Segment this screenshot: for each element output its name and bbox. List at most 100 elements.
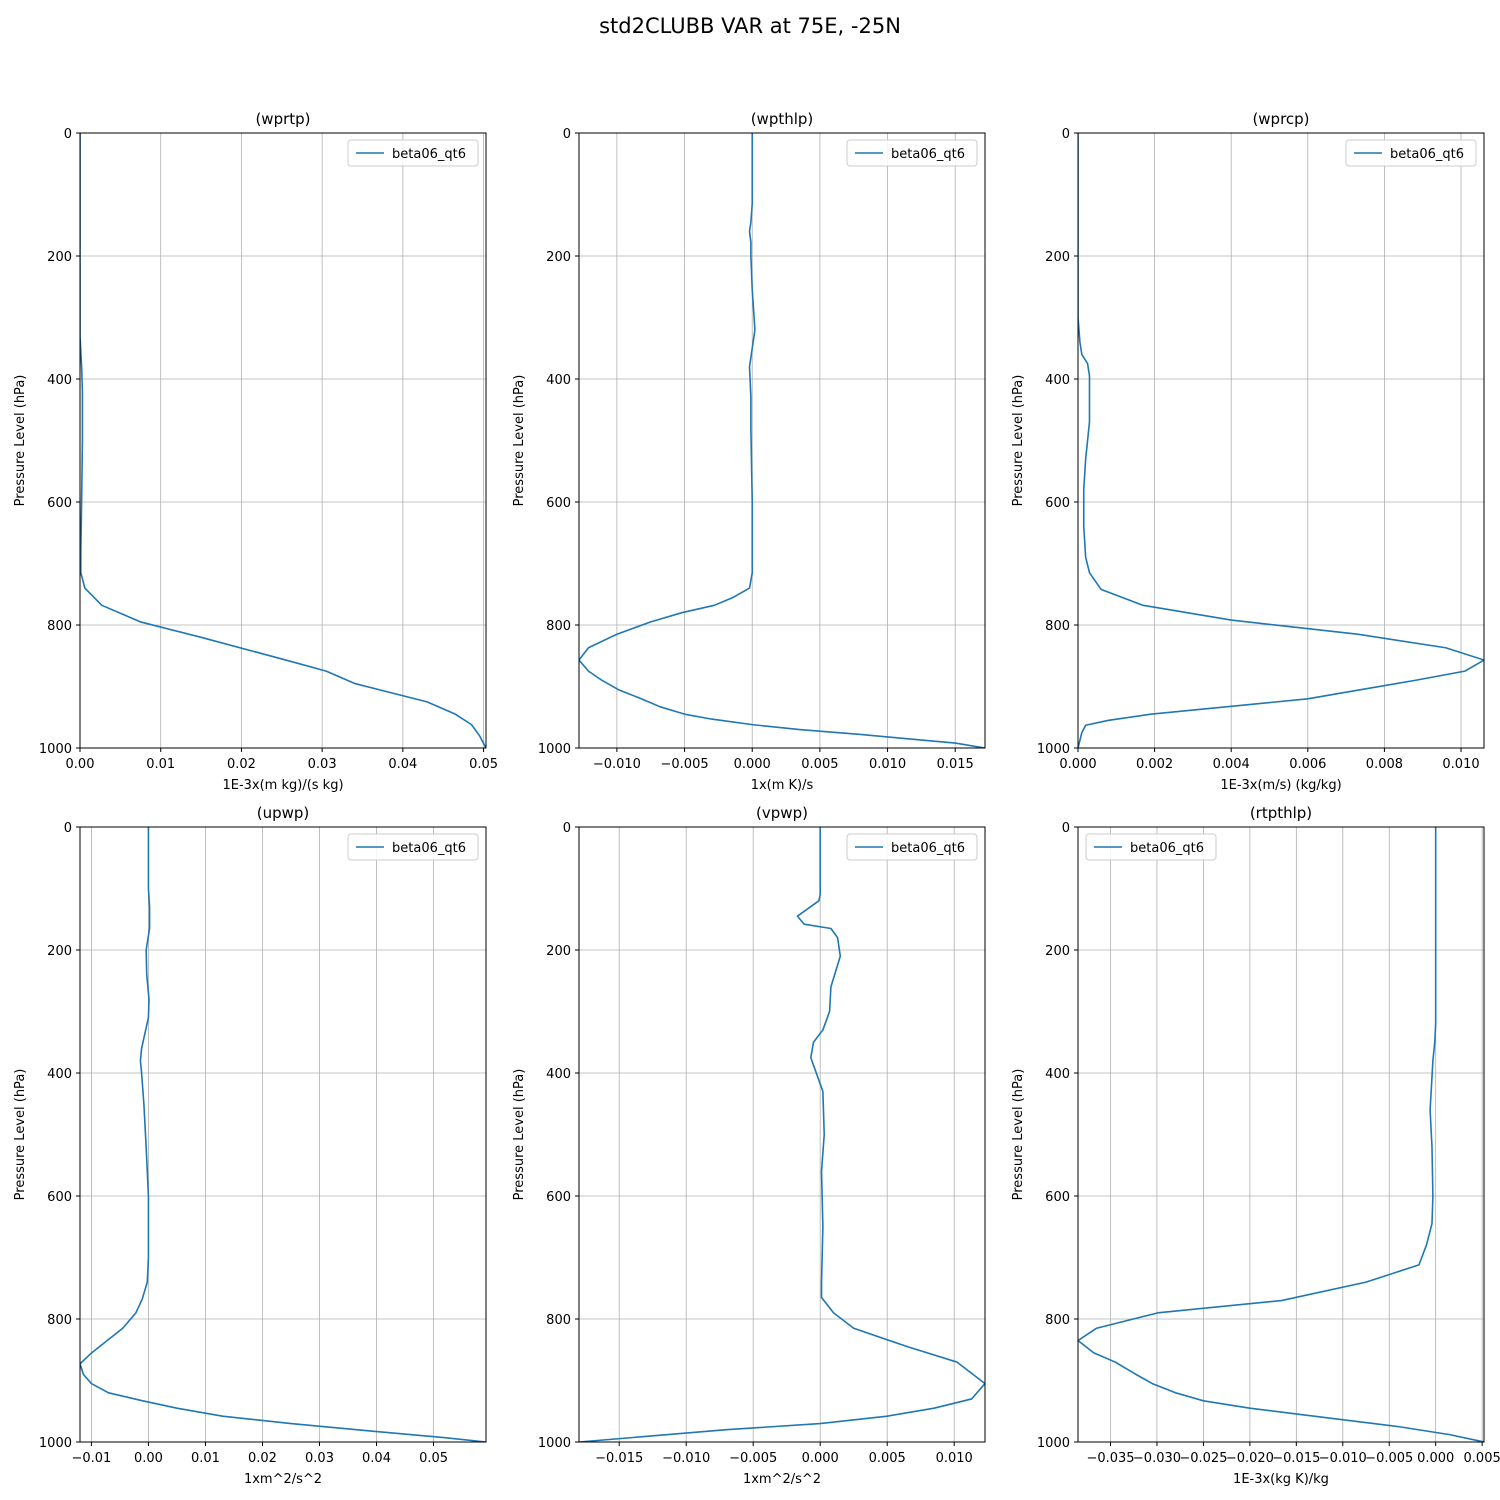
y-tick-label: 1000: [39, 1436, 72, 1451]
y-tick-label: 200: [1045, 250, 1070, 265]
legend-entry-label: beta06_qt6: [891, 841, 965, 856]
y-tick-label: 200: [1045, 944, 1070, 959]
legend-box: [846, 139, 978, 167]
x-axis-label: 1x(m K)/s: [751, 778, 814, 793]
x-tick-label: 0.05: [469, 757, 498, 772]
x-tick-label: 0.010: [1442, 757, 1479, 772]
axes-frame: [79, 132, 487, 749]
legend-entry-label: beta06_qt6: [891, 147, 965, 162]
x-tick-label: 0.000: [802, 1451, 839, 1466]
series-line-beta06_qt6: [1078, 133, 1484, 748]
y-axis-label: Pressure Level (hPa): [1011, 1069, 1026, 1201]
legend-box: [1085, 833, 1217, 861]
series-line-beta06_qt6: [80, 133, 486, 748]
x-tick-label: 0.04: [362, 1451, 391, 1466]
y-axis-label: Pressure Level (hPa): [13, 1069, 28, 1201]
y-tick-label: 200: [546, 944, 571, 959]
x-axis-label: 1xm^2/s^2: [244, 1472, 322, 1487]
y-tick-label: 800: [47, 619, 72, 634]
y-axis-label: Pressure Level (hPa): [512, 1069, 527, 1201]
y-tick-label: 600: [1045, 496, 1070, 511]
subplot-wprcp: 0.000 0.002 0.004 0.006 0.008 0.010 0 200 400 600…: [1011, 110, 1485, 793]
legend: beta06_qt6: [1085, 833, 1217, 861]
x-tick-label: −0.030: [1133, 1451, 1181, 1466]
y-tick-label: 600: [546, 1190, 571, 1205]
y-tick-label: 400: [546, 373, 571, 388]
legend-entry-label: beta06_qt6: [1390, 147, 1464, 162]
x-tick-label: −0.010: [593, 757, 641, 772]
legend-entry-label: beta06_qt6: [1130, 841, 1204, 856]
x-tick-label: −0.005: [1365, 1451, 1413, 1466]
series-line-beta06_qt6: [579, 827, 985, 1442]
subplot-wprtp: 0.00 0.01 0.02 0.03 0.04 0.05 0 200 400 600 800 100…: [13, 110, 498, 793]
y-axis-label: Pressure Level (hPa): [512, 375, 527, 507]
legend-box: [846, 833, 978, 861]
y-tick-label: 800: [546, 619, 571, 634]
y-tick-label: 1000: [39, 742, 72, 757]
x-tick-label: 0.03: [308, 757, 337, 772]
x-tick-label: 0.006: [1289, 757, 1326, 772]
y-tick-label: 0: [563, 127, 571, 142]
y-tick-label: 0: [64, 821, 72, 836]
subplot-title: (wprcp): [1252, 110, 1309, 128]
y-tick-label: 1000: [538, 1436, 571, 1451]
x-tick-label: 0.002: [1136, 757, 1173, 772]
y-tick-label: 800: [1045, 619, 1070, 634]
x-tick-label: −0.025: [1179, 1451, 1227, 1466]
y-tick-label: 200: [47, 250, 72, 265]
figure-title: std2CLUBB VAR at 75E, -25N: [599, 14, 901, 38]
subplot-title: (upwp): [257, 804, 310, 822]
axes-frame: [1077, 826, 1485, 1443]
axes-frame: [1077, 132, 1485, 749]
y-tick-label: 800: [546, 1313, 571, 1328]
series-line-beta06_qt6: [1078, 827, 1484, 1442]
x-tick-label: 0.004: [1213, 757, 1250, 772]
y-tick-label: 0: [64, 127, 72, 142]
y-tick-label: 0: [563, 821, 571, 836]
y-tick-label: 600: [47, 1190, 72, 1205]
x-tick-label: 0.000: [734, 757, 771, 772]
x-tick-label: −0.020: [1226, 1451, 1274, 1466]
x-axis-label: 1E-3x(m/s) (kg/kg): [1220, 778, 1341, 793]
axes-frame: [578, 826, 986, 1443]
subplot-rtpthlp: −0.035−0.030−0.025−0.020−0.015−0.010−0.0…: [1011, 804, 1500, 1487]
x-tick-label: 0.005: [869, 1451, 906, 1466]
legend-entry-label: beta06_qt6: [392, 147, 466, 162]
x-tick-label: 0.000: [1059, 757, 1096, 772]
y-tick-label: 1000: [1037, 742, 1070, 757]
y-tick-label: 600: [546, 496, 571, 511]
y-tick-label: 0: [1062, 127, 1070, 142]
x-tick-label: 0.015: [937, 757, 974, 772]
y-tick-label: 400: [47, 373, 72, 388]
subplot-vpwp: −0.015 −0.010 −0.005 0.000 0.005 0.010 0 200 400…: [512, 804, 986, 1487]
x-tick-label: −0.005: [729, 1451, 777, 1466]
y-tick-label: 600: [47, 496, 72, 511]
y-tick-label: 200: [47, 944, 72, 959]
legend: beta06_qt6: [846, 139, 978, 167]
x-tick-label: 0.005: [801, 757, 838, 772]
x-tick-label: −0.035: [1086, 1451, 1134, 1466]
x-axis-label: 1E-3x(m kg)/(s kg): [222, 778, 343, 793]
legend-box: [347, 833, 479, 861]
y-tick-label: 400: [1045, 373, 1070, 388]
subplot-title: (wpthlp): [751, 110, 814, 128]
y-axis-label: Pressure Level (hPa): [1011, 375, 1026, 507]
y-tick-label: 400: [546, 1067, 571, 1082]
x-tick-label: 0.000: [1417, 1451, 1454, 1466]
y-tick-label: 1000: [538, 742, 571, 757]
x-tick-label: −0.010: [662, 1451, 710, 1466]
x-tick-label: 0.01: [146, 757, 175, 772]
subplot-title: (vpwp): [756, 804, 808, 822]
y-tick-label: 1000: [1037, 1436, 1070, 1451]
x-tick-label: −0.015: [595, 1451, 643, 1466]
legend: beta06_qt6: [1345, 139, 1477, 167]
subplot-wpthlp: −0.010 −0.005 0.000 0.005 0.010 0.015 0 200 400 6…: [512, 110, 986, 793]
x-tick-label: 0.04: [388, 757, 417, 772]
x-tick-label: 0.01: [191, 1451, 220, 1466]
x-tick-label: −0.005: [661, 757, 709, 772]
subplot-title: (wprtp): [255, 110, 310, 128]
x-tick-label: 0.010: [936, 1451, 973, 1466]
x-axis-label: 1E-3x(kg K)/kg: [1233, 1472, 1329, 1487]
